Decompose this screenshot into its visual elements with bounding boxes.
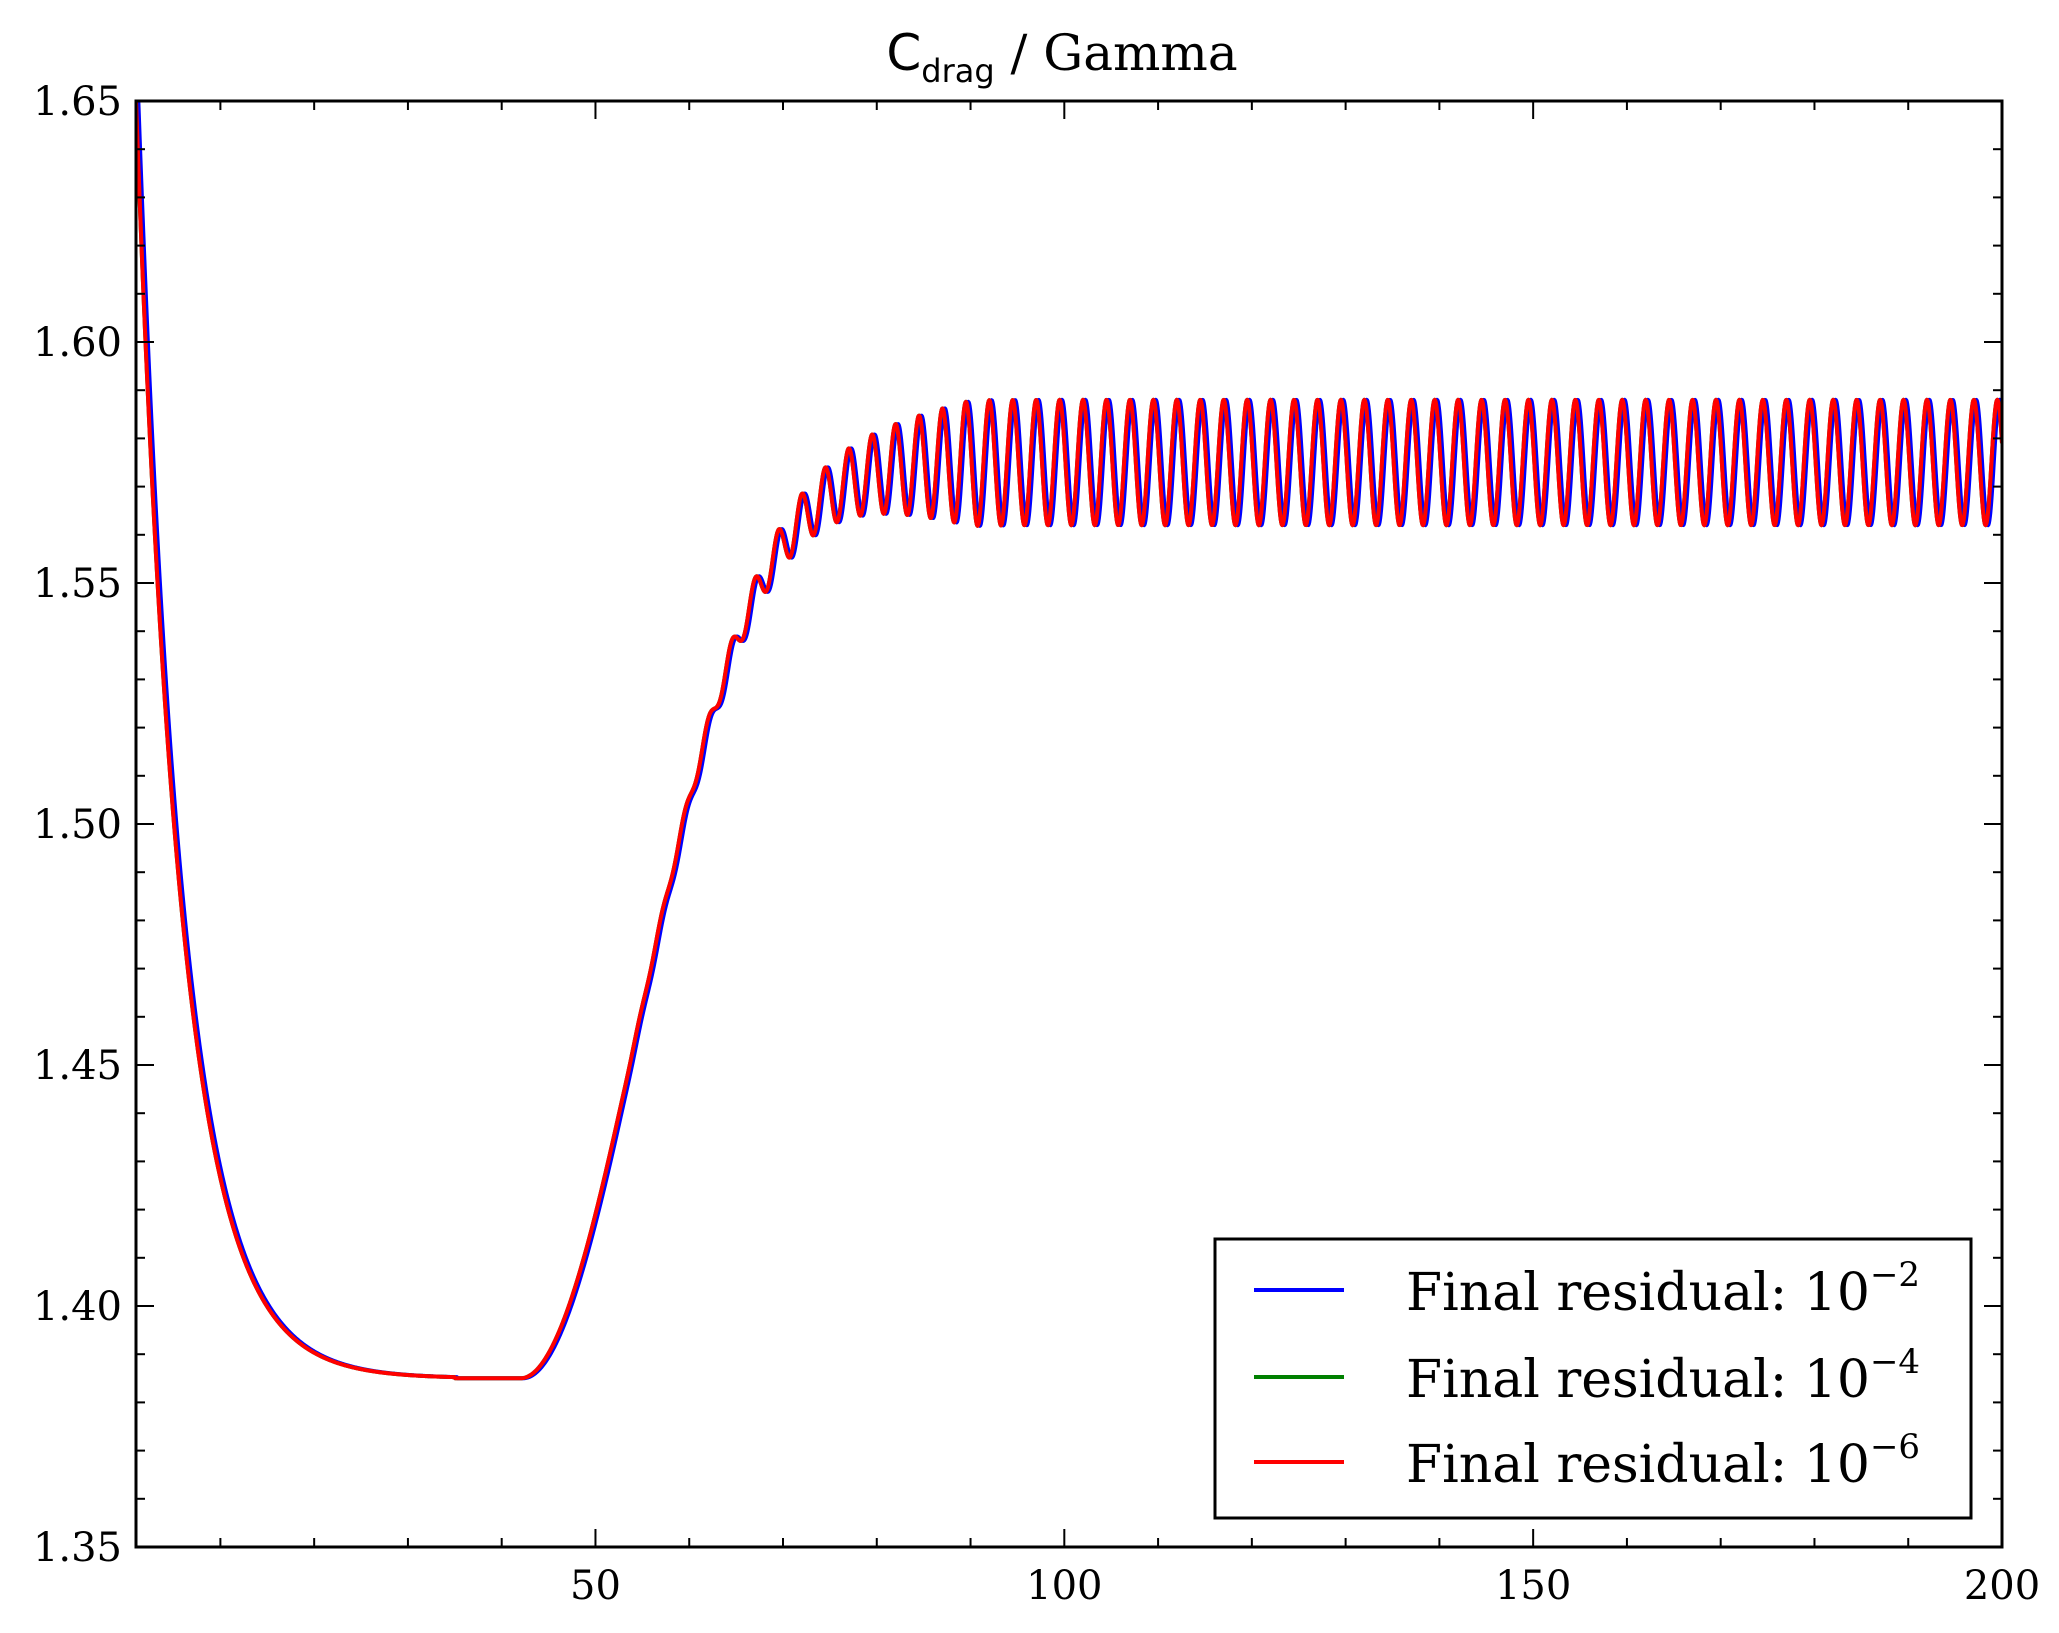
title-subscript: drag xyxy=(921,52,994,90)
series-line-0 xyxy=(136,101,2002,1381)
legend-label-1-exponent: −4 xyxy=(1870,1342,1920,1382)
series-line-1 xyxy=(136,101,2002,1381)
legend-label-2-text: Final residual: 10 xyxy=(1406,1435,1870,1495)
axis-tick-labels: 50 100 150 200 1.35 1.40 1.45 1.50 1.55 1.60 1.65 xyxy=(33,79,2040,1609)
axis-ticks xyxy=(136,100,2003,1548)
legend-label-2-exponent: −6 xyxy=(1870,1427,1920,1467)
title-suffix: / Gamma xyxy=(995,24,1238,82)
x-tick-label: 200 xyxy=(1964,1563,2040,1609)
series-group xyxy=(136,101,2002,1381)
legend-label-0-text: Final residual: 10 xyxy=(1406,1263,1870,1323)
y-tick-label: 1.60 xyxy=(33,320,122,366)
y-tick-label: 1.40 xyxy=(33,1284,122,1330)
legend-label-1-text: Final residual: 10 xyxy=(1406,1350,1870,1410)
x-tick-label: 50 xyxy=(570,1563,621,1609)
y-tick-label: 1.55 xyxy=(33,561,122,607)
y-tick-label: 1.45 xyxy=(33,1043,122,1089)
y-tick-label: 1.65 xyxy=(33,79,122,125)
legend-label-0: Final residual: 10−2 xyxy=(1406,1255,1920,1323)
legend-label-1: Final residual: 10−4 xyxy=(1406,1342,1920,1410)
title-symbol: C xyxy=(886,24,921,82)
x-tick-label: 100 xyxy=(1026,1563,1102,1609)
x-tick-label: 150 xyxy=(1495,1563,1571,1609)
chart-title: Cdrag / Gamma xyxy=(886,24,1237,90)
y-tick-label: 1.50 xyxy=(33,802,122,848)
legend-label-2: Final residual: 10−6 xyxy=(1406,1427,1920,1495)
y-tick-label: 1.35 xyxy=(33,1525,122,1571)
legend: Final residual: 10−2 Final residual: 10−… xyxy=(1213,1237,1973,1520)
legend-label-0-exponent: −2 xyxy=(1870,1255,1920,1295)
series-line-2 xyxy=(136,101,2002,1381)
